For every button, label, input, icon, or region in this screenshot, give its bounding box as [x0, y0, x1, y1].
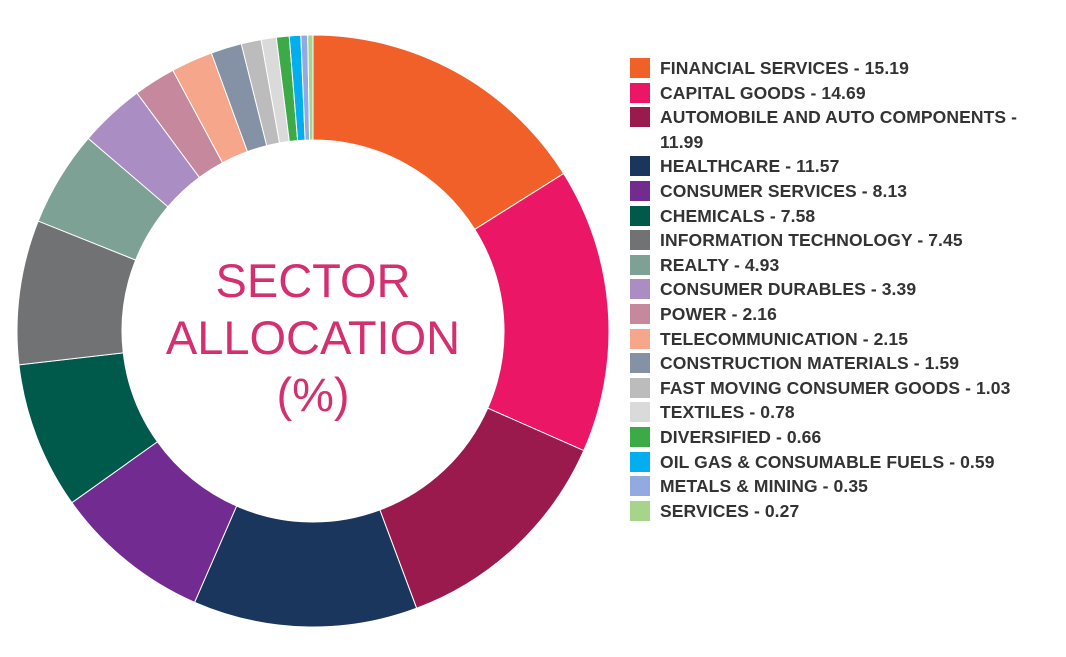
- legend-item-consumer-services: CONSUMER SERVICES - 8.13: [630, 179, 1060, 204]
- legend-label: DIVERSIFIED - 0.66: [660, 426, 822, 447]
- legend-swatch: [630, 476, 650, 497]
- chart-title-line-1: SECTOR: [215, 254, 411, 307]
- legend-item-power: POWER - 2.16: [630, 302, 1060, 327]
- legend-swatch: [630, 230, 650, 251]
- legend-item-automobile-and-auto-components: AUTOMOBILE AND AUTO COMPONENTS - 11.99: [630, 105, 1060, 154]
- legend-swatch: [630, 254, 650, 275]
- chart-title-line-3: (%): [276, 368, 350, 421]
- legend-item-financial-services: FINANCIAL SERVICES - 15.19: [630, 56, 1060, 81]
- legend-item-realty: REALTY - 4.93: [630, 253, 1060, 278]
- chart-title: SECTOR ALLOCATION (%): [113, 252, 513, 423]
- slice-automobile-and-auto-components: [379, 407, 585, 609]
- legend-swatch: [630, 279, 650, 300]
- legend-swatch: [630, 500, 650, 521]
- legend-item-oil-gas-and-consumable-fuels: OIL GAS & CONSUMABLE FUELS - 0.59: [630, 450, 1060, 475]
- legend-swatch: [630, 180, 650, 201]
- legend-swatch: [630, 328, 650, 349]
- legend-item-services: SERVICES - 0.27: [630, 499, 1060, 524]
- legend-label: INFORMATION TECHNOLOGY - 7.45: [660, 230, 963, 251]
- legend-swatch: [630, 205, 650, 226]
- legend-label: METALS & MINING - 0.35: [660, 476, 869, 497]
- legend-item-capital-goods: CAPITAL GOODS - 14.69: [630, 81, 1060, 106]
- legend-label: CONSTRUCTION MATERIALS - 1.59: [660, 353, 960, 374]
- legend-item-textiles: TEXTILES - 0.78: [630, 400, 1060, 425]
- legend-item-construction-materials: CONSTRUCTION MATERIALS - 1.59: [630, 351, 1060, 376]
- legend-swatch: [630, 377, 650, 398]
- legend-swatch: [630, 451, 650, 472]
- legend-swatch: [630, 82, 650, 103]
- legend-item-consumer-durables: CONSUMER DURABLES - 3.39: [630, 277, 1060, 302]
- legend-item-chemicals: CHEMICALS - 7.58: [630, 204, 1060, 229]
- legend-label: CONSUMER SERVICES - 8.13: [660, 180, 908, 201]
- legend-item-information-technology: INFORMATION TECHNOLOGY - 7.45: [630, 228, 1060, 253]
- legend-label: POWER - 2.16: [660, 303, 777, 324]
- legend-swatch: [630, 402, 650, 423]
- legend-swatch: [630, 426, 650, 447]
- legend-item-metals-and-mining: METALS & MINING - 0.35: [630, 474, 1060, 499]
- legend-swatch: [630, 353, 650, 374]
- legend-swatch: [630, 303, 650, 324]
- legend-label: HEALTHCARE - 11.57: [660, 156, 840, 177]
- chart-legend: FINANCIAL SERVICES - 15.19 CAPITAL GOODS …: [630, 56, 1060, 523]
- legend-label: OIL GAS & CONSUMABLE FUELS - 0.59: [660, 451, 995, 472]
- legend-swatch: [630, 58, 650, 78]
- legend-label: CONSUMER DURABLES - 3.39: [660, 279, 917, 300]
- legend-label: CAPITAL GOODS - 14.69: [660, 82, 866, 103]
- donut-chart: [16, 34, 610, 628]
- legend-item-telecommunication: TELECOMMUNICATION - 2.15: [630, 327, 1060, 352]
- slice-services: [307, 34, 314, 141]
- legend-label: SERVICES - 0.27: [660, 500, 800, 521]
- legend-label: REALTY - 4.93: [660, 254, 780, 275]
- donut-slices: [16, 34, 610, 628]
- legend-label: FAST MOVING CONSUMER GOODS - 1.03: [660, 377, 1011, 398]
- legend-label: TEXTILES - 0.78: [660, 402, 795, 423]
- legend-swatch: [630, 107, 650, 128]
- legend-label: CHEMICALS - 7.58: [660, 205, 816, 226]
- chart-title-line-2: ALLOCATION: [165, 311, 461, 364]
- legend-item-diversified: DIVERSIFIED - 0.66: [630, 425, 1060, 450]
- legend-label: FINANCIAL SERVICES - 15.19: [660, 58, 909, 78]
- legend-item-healthcare: HEALTHCARE - 11.57: [630, 154, 1060, 179]
- legend-label: TELECOMMUNICATION - 2.15: [660, 328, 909, 349]
- legend-label: AUTOMOBILE AND AUTO COMPONENTS - 11.99: [660, 107, 1018, 152]
- legend-swatch: [630, 156, 650, 177]
- legend-item-fast-moving-consumer-goods: FAST MOVING CONSUMER GOODS - 1.03: [630, 376, 1060, 401]
